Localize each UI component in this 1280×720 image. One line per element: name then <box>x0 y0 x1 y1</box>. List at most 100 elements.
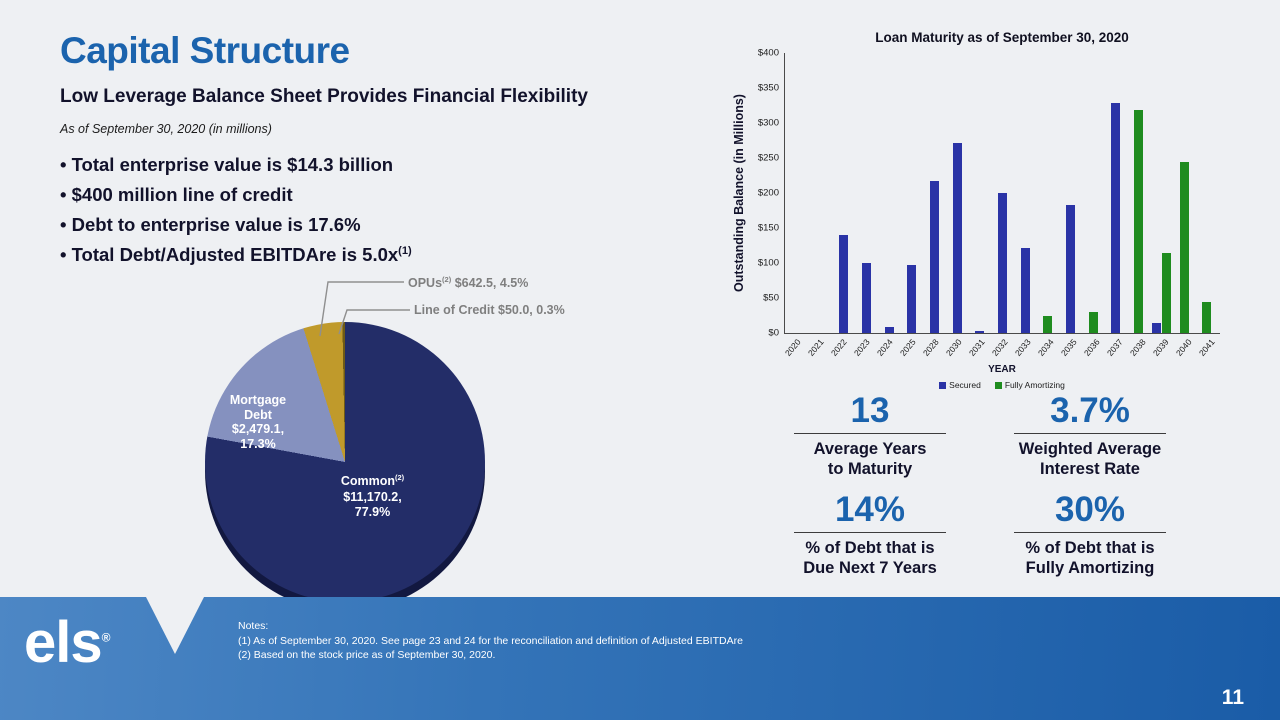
bar-fully-amortizing-2038 <box>1134 110 1144 333</box>
pie-label-line: Mortgage <box>229 393 287 407</box>
x-tick-label: 2021 <box>806 337 827 358</box>
legend-item-fully-amortizing: Fully Amortizing <box>994 380 1065 390</box>
bullet-item: • $400 million line of credit <box>60 178 412 208</box>
y-tick-label: $400 <box>757 47 779 59</box>
stat-label-line: Due Next 7 Years <box>803 559 937 577</box>
x-tick-label: 2034 <box>1035 337 1056 358</box>
bar-group-2040 <box>1173 53 1196 333</box>
stat-debt-due-next-7-years: 14% % of Debt that is Due Next 7 Years <box>772 491 968 578</box>
x-tick-label: 2024 <box>875 337 895 358</box>
registered-trademark-icon: ® <box>101 630 111 645</box>
x-tick-label: 2036 <box>1081 337 1102 358</box>
stat-label-line: Interest Rate <box>1040 460 1140 478</box>
pie-label-mortgage-debt: Mortgage Debt $2,479.1, 17.3% <box>206 393 310 451</box>
stat-debt-fully-amortizing: 30% % of Debt that is Fully Amortizing <box>992 491 1188 578</box>
legend: Secured Fully Amortizing <box>784 380 1220 390</box>
footnotes: Notes: (1) As of September 30, 2020. See… <box>238 619 743 663</box>
y-tick-label: $150 <box>757 222 779 234</box>
bar-group-2035 <box>1059 53 1082 333</box>
footnote-2: (2) Based on the stock price as of Septe… <box>238 649 496 661</box>
bar-secured-2023 <box>861 263 871 333</box>
stat-weighted-average-interest-rate: 3.7% Weighted Average Interest Rate <box>992 392 1188 479</box>
legend-label: Fully Amortizing <box>1004 380 1065 390</box>
bar-group-2031 <box>969 53 992 333</box>
pie-label-line: Debt <box>244 407 272 422</box>
x-tick-label: 2023 <box>852 337 872 358</box>
bar-group-2030 <box>946 53 969 333</box>
bar-secured-2031 <box>975 330 985 333</box>
x-axis-title: YEAR <box>988 364 1016 375</box>
bullet-text: • Total enterprise value is $14.3 billio… <box>60 154 394 176</box>
bar-secured-2024 <box>884 327 894 333</box>
bar-group-2032 <box>991 53 1014 333</box>
bar-group-2036 <box>1082 53 1105 333</box>
bullet-text: • Debt to enterprise value is 17.6% <box>60 214 361 236</box>
stat-label-line: % of Debt that is <box>805 539 935 557</box>
bullet-item: • Debt to enterprise value is 17.6% <box>60 208 412 238</box>
x-tick-label: 2033 <box>1012 337 1033 358</box>
pie-label-line: 77.9% <box>354 505 391 520</box>
bullet-item: • Total Debt/Adjusted EBITDAre is 5.0x(1… <box>60 238 412 268</box>
bar-group-2025 <box>900 53 923 333</box>
bar-group-2024 <box>878 53 901 333</box>
bullet-text: • Total Debt/Adjusted EBITDAre is 5.0x <box>60 244 399 266</box>
pie-label-common: Common(2) $11,170.2, 77.9% <box>305 470 440 521</box>
pie-label-text: Common <box>340 474 395 489</box>
pie-label-superscript: (2) <box>395 473 405 482</box>
x-tick-label: 2032 <box>989 337 1010 358</box>
els-logo-text: els <box>24 610 103 675</box>
bar-group-2033 <box>1014 53 1037 333</box>
legend-label: Secured <box>949 380 981 390</box>
x-tick-label: 2038 <box>1127 337 1148 358</box>
bar-secured-2033 <box>1020 247 1030 333</box>
bar-group-2037 <box>1105 53 1128 333</box>
bar-secured-2030 <box>952 142 962 333</box>
callout-superscript: (2) <box>442 275 452 284</box>
bar-group-2023 <box>855 53 878 333</box>
stat-label: Weighted Average Interest Rate <box>992 439 1188 479</box>
stat-label-line: to Maturity <box>827 460 913 478</box>
stat-value: 30% <box>1014 491 1166 533</box>
stat-label-line: Fully Amortizing <box>1025 559 1155 577</box>
stat-label-line: Average Years <box>813 440 927 458</box>
x-tick-label: 2037 <box>1104 337 1125 358</box>
bar-group-2022 <box>832 53 855 333</box>
pie-callout-opus: OPUs(2) $642.5, 4.5% <box>408 275 528 290</box>
stat-label-line: % of Debt that is <box>1025 539 1155 557</box>
pie-label-line: $2,479.1, <box>231 422 285 436</box>
bar-secured-2032 <box>998 193 1008 333</box>
bar-group-2021 <box>810 53 833 333</box>
x-axis: 2020 2021 2022 2023 2024 2025 2028 2030 2031 2032… <box>783 334 1220 364</box>
legend-swatch-icon <box>994 381 1002 389</box>
bullet-superscript: (1) <box>398 245 412 258</box>
x-tick-label: 2031 <box>966 337 987 358</box>
bullet-text: • $400 million line of credit <box>60 184 293 206</box>
stat-value: 14% <box>794 491 946 533</box>
pie-label-line: $11,170.2, <box>343 489 402 504</box>
y-tick-label: $250 <box>757 152 779 164</box>
footer: els® Notes: (1) As of September 30, 2020… <box>0 597 1280 720</box>
pie-graphic <box>205 322 485 602</box>
y-axis: $0 $50 $100 $150 $200 $250 $300 $350 $400 <box>750 48 784 339</box>
stat-value: 13 <box>794 392 946 434</box>
stat-label: % of Debt that is Due Next 7 Years <box>772 538 968 578</box>
bar-group-2034 <box>1037 53 1060 333</box>
y-axis-title-text: Outstanding Balance (in Millions) <box>732 94 746 292</box>
x-tick-label: 2041 <box>1196 337 1217 358</box>
x-tick-label: 2035 <box>1058 337 1079 358</box>
els-logo: els® <box>24 610 111 675</box>
bar-secured-2025 <box>907 265 917 333</box>
x-tick-label: 2039 <box>1150 337 1171 358</box>
bar-chart-title: Loan Maturity as of September 30, 2020 <box>875 30 1129 45</box>
callout-text: $642.5, 4.5% <box>451 276 529 291</box>
page-number: 11 <box>1221 686 1244 709</box>
page-title: Capital Structure <box>60 30 350 71</box>
bullet-list: • Total enterprise value is $14.3 billio… <box>60 148 412 269</box>
stats-grid: 13 Average Years to Maturity 3.7% Weight… <box>772 392 1188 578</box>
x-tick-label: 2030 <box>943 337 964 358</box>
stat-label: % of Debt that is Fully Amortizing <box>992 538 1188 578</box>
y-tick-label: $100 <box>757 257 779 269</box>
y-tick-label: $350 <box>757 82 779 94</box>
bar-fully-amortizing-2040 <box>1179 161 1189 333</box>
bar-secured-2039 <box>1151 322 1161 333</box>
